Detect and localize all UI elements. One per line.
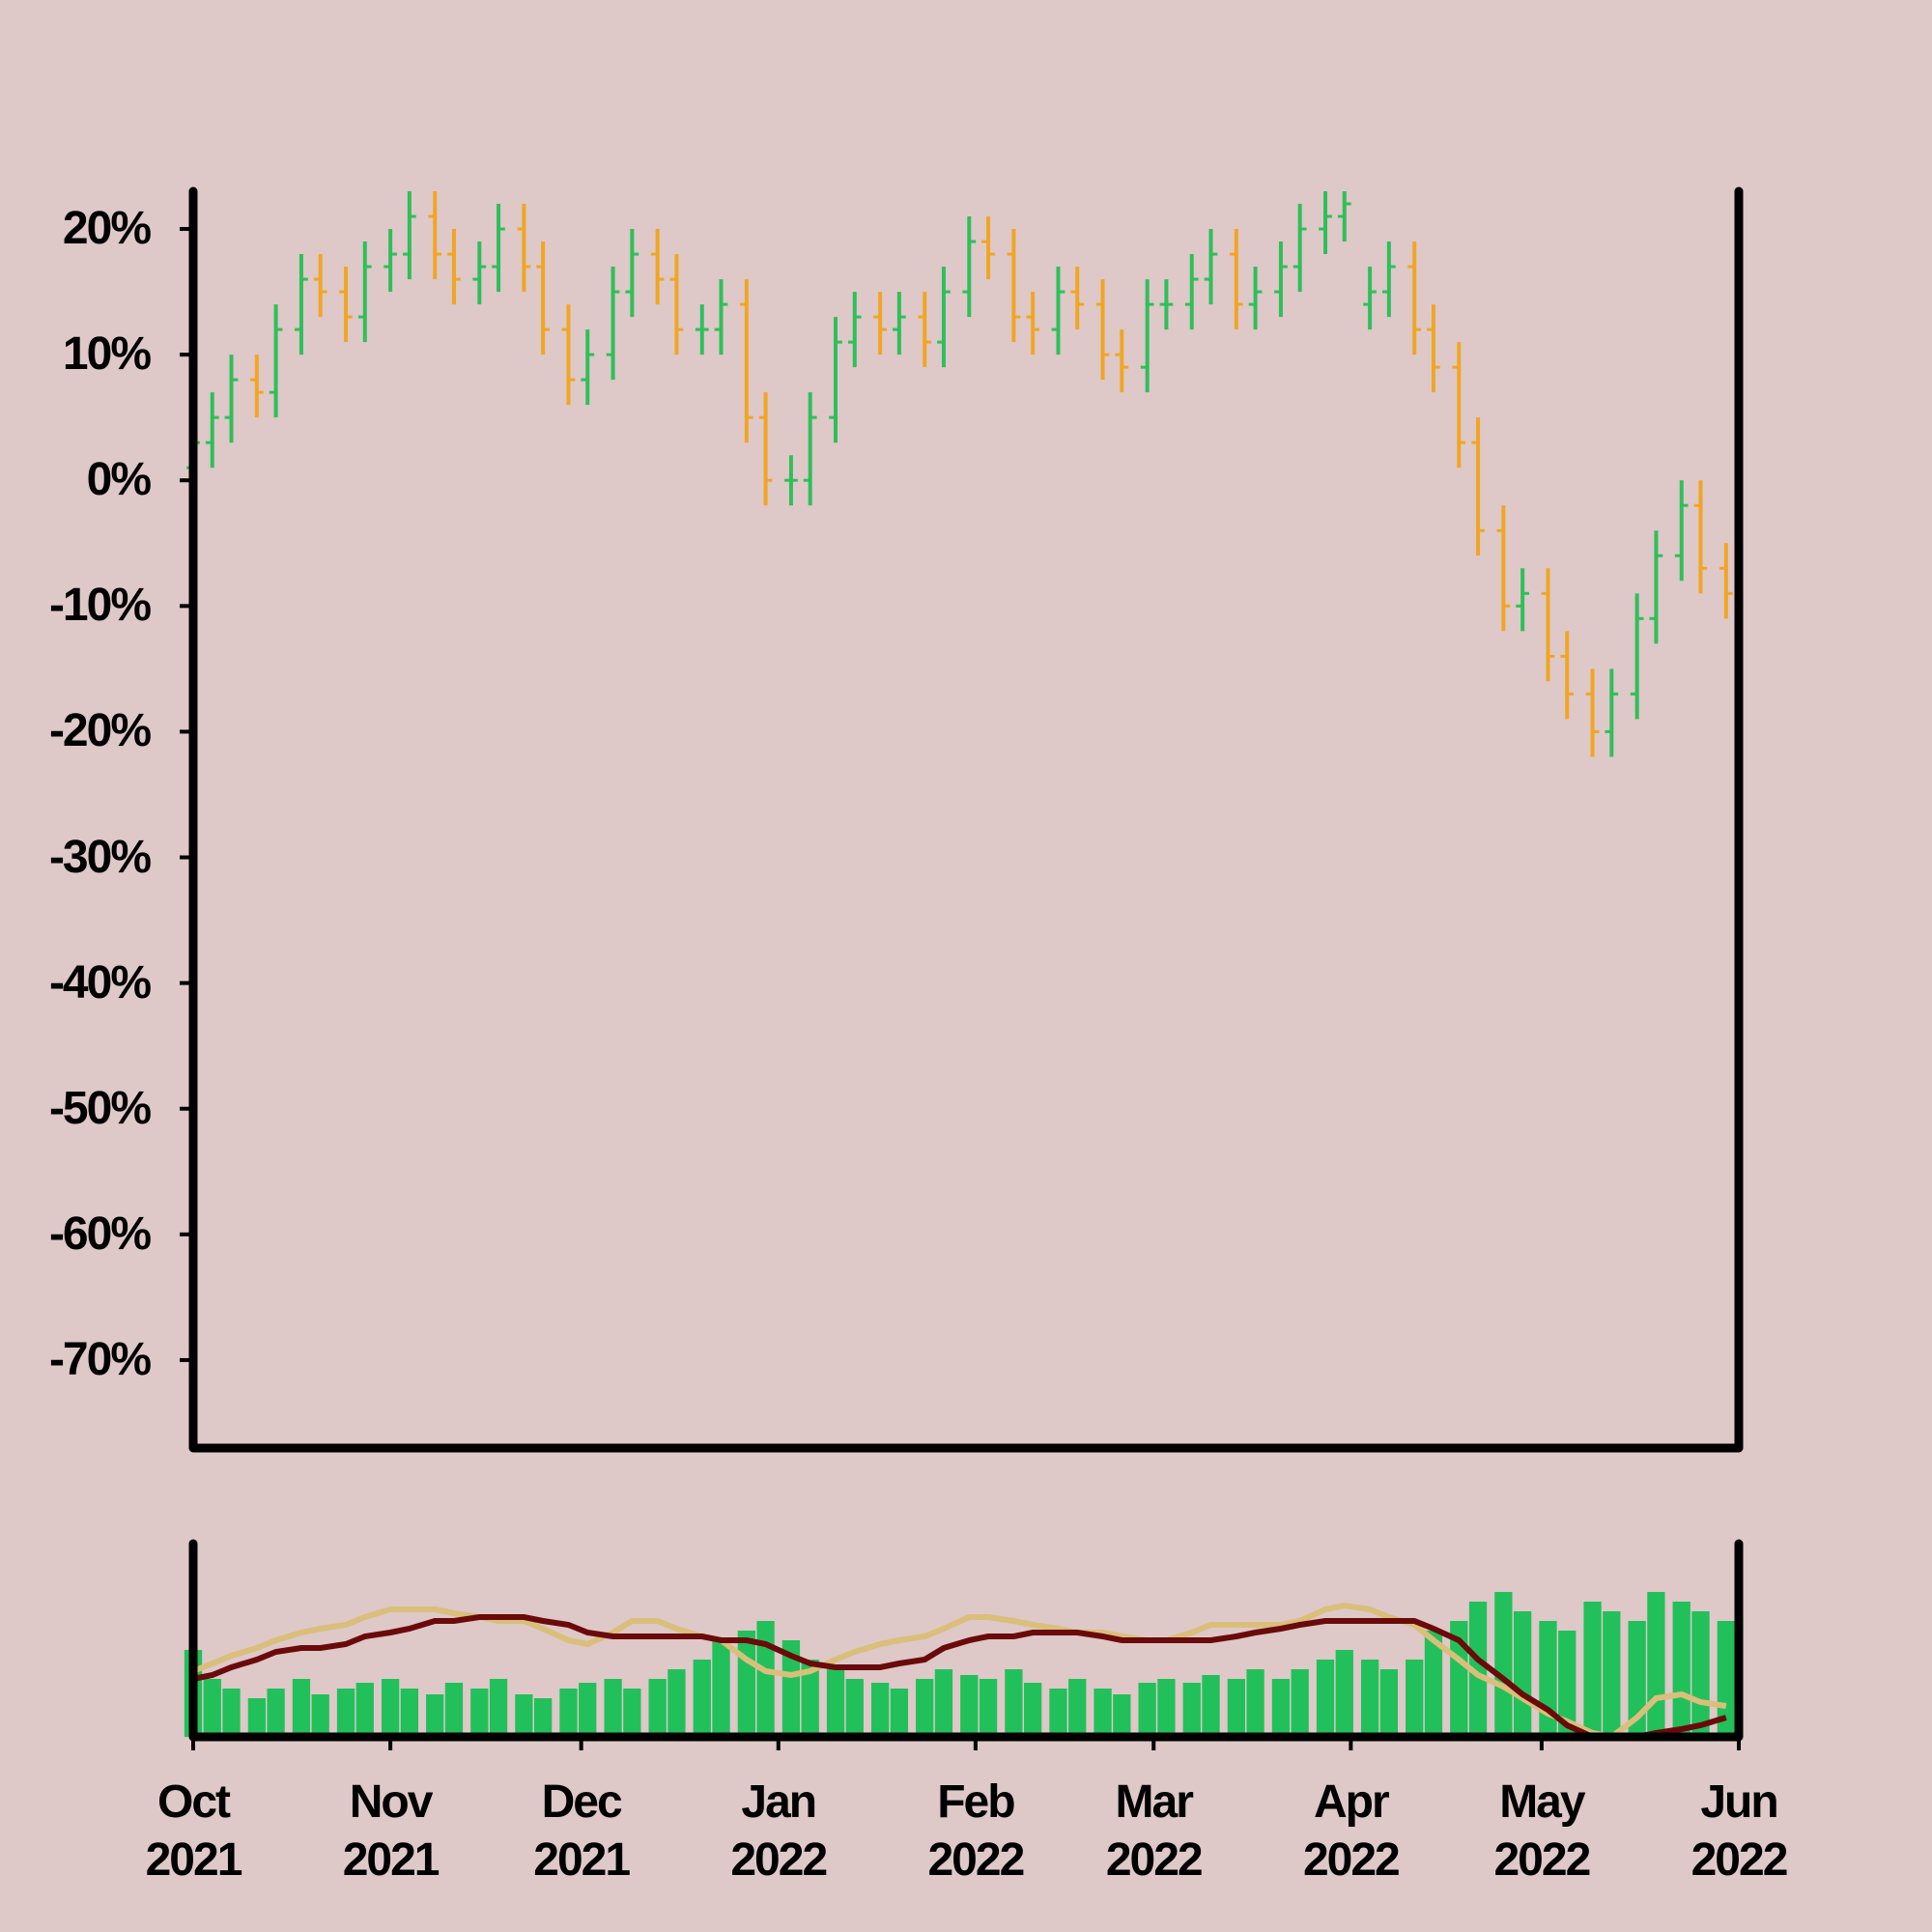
volume-bar — [623, 1689, 641, 1737]
volume-bar — [1424, 1631, 1443, 1737]
volume-bar — [470, 1689, 489, 1737]
volume-bar — [1583, 1602, 1602, 1737]
volume-bar — [1494, 1592, 1513, 1737]
volume-bar — [1647, 1592, 1665, 1737]
volume-bar — [1335, 1650, 1353, 1737]
volume-bar — [1202, 1675, 1220, 1737]
volume-bar — [1628, 1621, 1646, 1737]
volume-bar — [826, 1669, 845, 1737]
volume-bar — [934, 1669, 953, 1737]
volume-bar — [203, 1679, 221, 1737]
x-tick-label: Dec 2021 — [533, 1776, 631, 1886]
volume-bar — [1157, 1679, 1176, 1737]
volume-bar — [267, 1689, 285, 1737]
volume-bar — [400, 1689, 419, 1737]
volume-bar — [533, 1698, 553, 1737]
volume-bar — [247, 1698, 266, 1737]
volume-bar — [1450, 1621, 1468, 1737]
volume-bar — [737, 1631, 755, 1737]
volume-bar — [355, 1683, 374, 1737]
volume-bar — [1691, 1611, 1710, 1737]
volume-bar — [845, 1679, 864, 1737]
volume-bar — [890, 1689, 909, 1737]
volume-bar — [336, 1689, 355, 1737]
volume-bar — [381, 1679, 400, 1737]
volume-bar — [1291, 1669, 1309, 1737]
x-tick-label: Nov 2021 — [342, 1776, 440, 1886]
volume-bar — [916, 1679, 934, 1737]
price-axes — [188, 186, 1744, 1453]
volume-bar — [1182, 1683, 1201, 1737]
volume-bar — [1379, 1669, 1399, 1737]
volume-bar — [1138, 1683, 1156, 1737]
volume-bar — [1513, 1611, 1532, 1737]
volume-bar — [712, 1640, 730, 1737]
volume-bar — [426, 1694, 444, 1737]
volume-bar — [515, 1694, 533, 1737]
y-tick-label: -60% — [48, 1208, 152, 1260]
volume-bar — [781, 1640, 801, 1737]
volume-bar — [693, 1660, 711, 1737]
volume-bar — [1094, 1689, 1112, 1737]
x-tick-label: Mar 2022 — [1105, 1776, 1204, 1886]
y-tick-label: -50% — [48, 1082, 152, 1134]
volume-bar — [979, 1679, 998, 1737]
volume-bar — [444, 1683, 464, 1737]
x-tick-label: Feb 2022 — [927, 1776, 1025, 1886]
volume-bar — [1023, 1683, 1042, 1737]
volume-bar — [292, 1679, 311, 1737]
ma-line — [192, 1614, 1727, 1740]
volume-bar — [668, 1669, 686, 1737]
volume-bar — [222, 1689, 241, 1737]
x-tick-label: Jun 2022 — [1690, 1776, 1789, 1886]
volume-axes — [188, 1539, 1744, 1742]
x-tick-label: May 2022 — [1493, 1776, 1591, 1886]
volume-bar — [1672, 1602, 1690, 1737]
y-tick-label: -40% — [48, 956, 152, 1009]
x-tick-label: Jan 2022 — [730, 1776, 828, 1886]
volume-bar — [489, 1679, 508, 1737]
volume-bar — [1049, 1689, 1067, 1737]
x-tick-label: Oct 2021 — [145, 1776, 243, 1886]
volume-bar — [1113, 1694, 1131, 1737]
volume-bar — [1558, 1631, 1577, 1737]
volume-bar — [1068, 1679, 1087, 1737]
y-tick-label: 0% — [86, 454, 152, 506]
ma-line — [191, 1602, 1727, 1741]
y-tick-label: 10% — [62, 328, 152, 381]
volume-bar — [1005, 1669, 1023, 1737]
volume-bar — [604, 1679, 622, 1737]
y-tick-label: -20% — [48, 705, 152, 757]
volume-bar — [1539, 1621, 1557, 1737]
y-tick-label: -10% — [48, 580, 152, 632]
x-tick-label: Apr 2022 — [1302, 1776, 1401, 1886]
volume-bar — [1406, 1660, 1424, 1737]
volume-bar — [559, 1689, 578, 1737]
volume-bar — [1271, 1679, 1291, 1737]
volume-bar — [870, 1683, 890, 1737]
volume-bar — [579, 1683, 597, 1737]
volume-bar — [1246, 1669, 1264, 1737]
volume-bar — [648, 1679, 667, 1737]
volume-bar — [960, 1675, 979, 1737]
y-tick-label: 20% — [62, 203, 152, 255]
volume-bar — [1227, 1679, 1245, 1737]
volume-bar — [1316, 1660, 1335, 1737]
volume-bar — [1603, 1611, 1621, 1737]
volume-bar — [1468, 1602, 1488, 1737]
y-tick-label: -30% — [48, 831, 152, 883]
y-tick-label: -70% — [48, 1333, 152, 1385]
volume-bar — [801, 1660, 819, 1737]
volume-bar — [1360, 1660, 1379, 1737]
volume-bar — [311, 1694, 329, 1737]
volume-bar — [756, 1621, 775, 1737]
